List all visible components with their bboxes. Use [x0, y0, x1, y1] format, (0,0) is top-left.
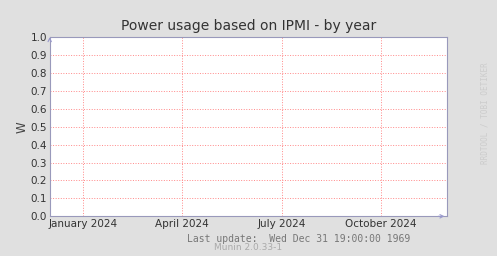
Y-axis label: W: W: [16, 121, 29, 133]
Title: Power usage based on IPMI - by year: Power usage based on IPMI - by year: [121, 19, 376, 33]
Text: Munin 2.0.33-1: Munin 2.0.33-1: [214, 243, 283, 252]
Text: Last update:  Wed Dec 31 19:00:00 1969: Last update: Wed Dec 31 19:00:00 1969: [186, 234, 410, 244]
Text: RRDTOOL / TOBI OETIKER: RRDTOOL / TOBI OETIKER: [480, 62, 489, 164]
